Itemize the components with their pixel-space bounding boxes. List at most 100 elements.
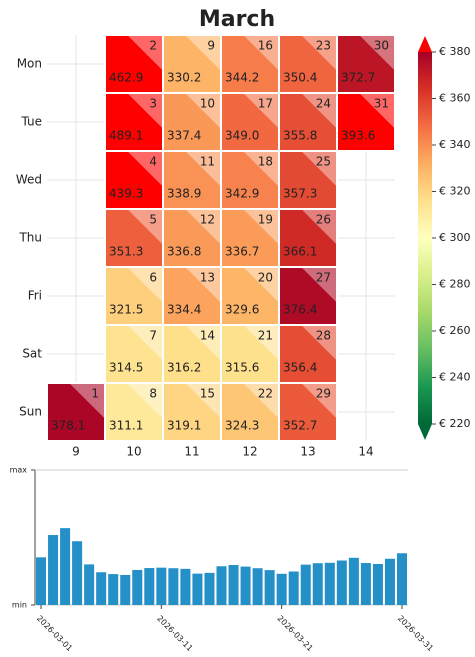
- cell-value: 378.1: [51, 419, 85, 433]
- x-tick-label: 2026-03-21: [275, 614, 314, 653]
- bar: [264, 570, 275, 605]
- cell-corner: [302, 326, 336, 360]
- cell-corner: [360, 94, 394, 128]
- cell-corner: [302, 210, 336, 244]
- cell-value: 334.4: [167, 303, 201, 317]
- cell-corner: [360, 36, 394, 70]
- cell-value: 355.8: [283, 129, 317, 143]
- day-number: 12: [200, 213, 215, 227]
- cell-value: 336.8: [167, 245, 201, 259]
- bar: [84, 564, 95, 605]
- cell-value: 439.3: [109, 187, 143, 201]
- bar: [348, 557, 359, 605]
- x-tick-label: 2026-03-01: [35, 614, 74, 653]
- cell-corner: [186, 94, 220, 128]
- row-label: Thu: [18, 231, 42, 245]
- day-number: 24: [316, 97, 331, 111]
- heatmap-cell: [220, 324, 280, 384]
- cell-value: 489.1: [109, 129, 143, 143]
- heatmap-cell: [220, 34, 280, 94]
- colorbar-tick-label: € 360: [439, 92, 471, 105]
- bar: [336, 560, 347, 605]
- day-number: 29: [316, 387, 331, 401]
- heatmap-cell: [220, 382, 280, 442]
- cell-corner: [70, 384, 104, 418]
- colorbar-tick-label: € 320: [439, 185, 471, 198]
- heatmap-cell: [162, 382, 222, 442]
- cell-value: 372.7: [341, 71, 375, 85]
- cell-corner: [128, 268, 162, 302]
- colorbar-under: [418, 424, 432, 440]
- cell-value: 376.4: [283, 303, 317, 317]
- day-number: 7: [149, 329, 157, 343]
- column-label: 14: [358, 445, 373, 459]
- bar: [180, 568, 191, 605]
- column-label: 13: [300, 445, 315, 459]
- row-label: Tue: [21, 115, 43, 129]
- bar: [300, 564, 311, 605]
- colorbar-tick-label: € 280: [439, 278, 471, 291]
- colorbar-over: [418, 36, 432, 52]
- cell-corner: [128, 152, 162, 186]
- cell-corner: [302, 36, 336, 70]
- bar: [240, 566, 251, 605]
- bar: [324, 562, 335, 605]
- bar: [60, 528, 71, 605]
- cell-value: 321.5: [109, 303, 143, 317]
- cell-value: 319.1: [167, 419, 201, 433]
- cell-corner: [302, 152, 336, 186]
- cell-value: 316.2: [167, 361, 201, 375]
- column-label: 9: [72, 445, 80, 459]
- cell-corner: [186, 384, 220, 418]
- day-number: 8: [149, 387, 157, 401]
- x-tick-label: 2026-03-11: [155, 614, 194, 653]
- cell-corner: [186, 152, 220, 186]
- heatmap-cell: [278, 382, 338, 442]
- bar: [120, 574, 131, 605]
- heatmap-cell: [336, 34, 396, 94]
- day-number: 19: [258, 213, 273, 227]
- bar: [48, 535, 59, 605]
- day-number: 18: [258, 155, 273, 169]
- bar: [252, 568, 263, 605]
- bar: [288, 571, 299, 605]
- bar: [384, 558, 395, 605]
- bar: [156, 567, 167, 605]
- day-number: 13: [200, 271, 215, 285]
- cell-value: 330.2: [167, 71, 201, 85]
- heatmap-cell: [104, 208, 164, 268]
- bar: [312, 563, 323, 605]
- bar: [360, 563, 371, 605]
- cell-corner: [244, 268, 278, 302]
- cell-value: 352.7: [283, 419, 317, 433]
- y-tick-label: max: [10, 466, 28, 475]
- day-number: 16: [258, 39, 273, 53]
- row-label: Sat: [22, 347, 42, 361]
- day-number: 28: [316, 329, 331, 343]
- heatmap-cell: [278, 208, 338, 268]
- day-number: 25: [316, 155, 331, 169]
- day-number: 1: [91, 387, 99, 401]
- colorbar-tick-label: € 220: [439, 417, 471, 430]
- bar: [204, 572, 215, 605]
- cell-value: 314.5: [109, 361, 143, 375]
- colorbar-tick-label: € 380: [439, 45, 471, 58]
- cell-corner: [186, 326, 220, 360]
- cell-value: 315.6: [225, 361, 259, 375]
- cell-corner: [244, 36, 278, 70]
- cell-corner: [302, 268, 336, 302]
- day-number: 30: [374, 39, 389, 53]
- cell-value: 350.4: [283, 71, 317, 85]
- day-number: 4: [149, 155, 157, 169]
- cell-corner: [128, 94, 162, 128]
- heatmap-cell: [104, 382, 164, 442]
- row-label: Sun: [19, 405, 42, 419]
- cell-value: 349.0: [225, 129, 259, 143]
- day-number: 27: [316, 271, 331, 285]
- cell-value: 336.7: [225, 245, 259, 259]
- cell-corner: [128, 210, 162, 244]
- colorbar-tick-label: € 260: [439, 324, 471, 337]
- heatmap-cell: [278, 150, 338, 210]
- day-number: 5: [149, 213, 157, 227]
